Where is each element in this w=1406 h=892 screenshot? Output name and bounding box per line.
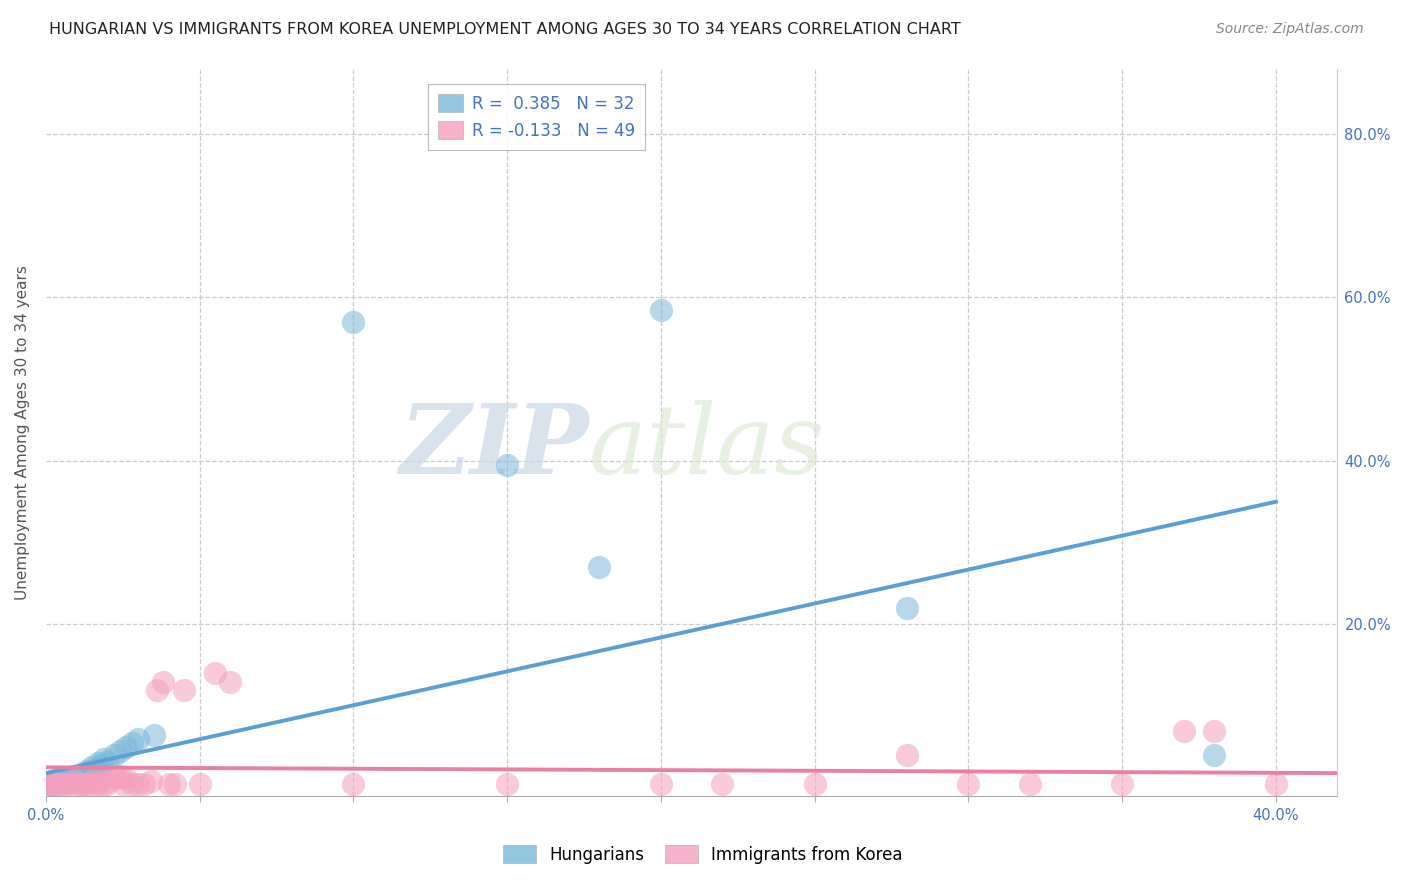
Point bbox=[650, 777, 672, 791]
Point bbox=[145, 682, 167, 697]
Text: HUNGARIAN VS IMMIGRANTS FROM KOREA UNEMPLOYMENT AMONG AGES 30 TO 34 YEARS CORREL: HUNGARIAN VS IMMIGRANTS FROM KOREA UNEMP… bbox=[49, 22, 960, 37]
Point bbox=[108, 744, 131, 758]
Point bbox=[803, 777, 825, 791]
Point bbox=[219, 674, 242, 689]
Point bbox=[711, 777, 734, 791]
Point bbox=[59, 777, 82, 791]
Point bbox=[59, 774, 82, 789]
Point bbox=[896, 601, 918, 615]
Point bbox=[121, 777, 143, 791]
Point bbox=[105, 771, 128, 785]
Point bbox=[103, 748, 125, 763]
Point bbox=[96, 777, 118, 791]
Point bbox=[51, 772, 73, 787]
Point bbox=[56, 777, 79, 791]
Point bbox=[38, 777, 60, 791]
Point bbox=[66, 777, 89, 791]
Point bbox=[75, 764, 97, 779]
Point bbox=[127, 777, 149, 791]
Point bbox=[41, 777, 63, 791]
Point bbox=[1173, 723, 1195, 738]
Point bbox=[93, 777, 115, 791]
Point bbox=[342, 777, 364, 791]
Point bbox=[1264, 777, 1286, 791]
Point bbox=[157, 777, 180, 791]
Point bbox=[82, 760, 104, 774]
Point bbox=[650, 302, 672, 317]
Point bbox=[173, 682, 195, 697]
Point bbox=[87, 777, 110, 791]
Point bbox=[62, 774, 84, 789]
Point bbox=[44, 777, 66, 791]
Point bbox=[1204, 748, 1226, 763]
Point bbox=[134, 777, 156, 791]
Point bbox=[204, 666, 226, 681]
Point bbox=[496, 777, 519, 791]
Point bbox=[342, 315, 364, 329]
Point bbox=[46, 777, 69, 791]
Point bbox=[139, 774, 162, 789]
Point bbox=[53, 772, 76, 787]
Point bbox=[127, 731, 149, 746]
Point bbox=[90, 774, 112, 789]
Point bbox=[588, 560, 610, 574]
Point bbox=[69, 771, 91, 785]
Point bbox=[87, 756, 110, 771]
Point bbox=[115, 739, 138, 754]
Point bbox=[90, 758, 112, 772]
Point bbox=[84, 763, 107, 777]
Point bbox=[41, 777, 63, 791]
Text: ZIP: ZIP bbox=[399, 400, 588, 494]
Point bbox=[75, 777, 97, 791]
Text: atlas: atlas bbox=[588, 400, 824, 494]
Point bbox=[1019, 777, 1042, 791]
Point bbox=[188, 777, 211, 791]
Point bbox=[111, 777, 134, 791]
Y-axis label: Unemployment Among Ages 30 to 34 years: Unemployment Among Ages 30 to 34 years bbox=[15, 265, 30, 599]
Point bbox=[152, 674, 174, 689]
Point bbox=[82, 774, 104, 789]
Point bbox=[96, 755, 118, 769]
Point bbox=[93, 752, 115, 766]
Point bbox=[53, 777, 76, 791]
Point bbox=[62, 772, 84, 787]
Point bbox=[72, 768, 94, 782]
Point bbox=[1111, 777, 1133, 791]
Point bbox=[896, 748, 918, 763]
Legend: R =  0.385   N = 32, R = -0.133   N = 49: R = 0.385 N = 32, R = -0.133 N = 49 bbox=[429, 84, 645, 150]
Point bbox=[66, 768, 89, 782]
Point bbox=[77, 766, 100, 780]
Point bbox=[84, 777, 107, 791]
Point bbox=[38, 777, 60, 791]
Point bbox=[165, 777, 187, 791]
Point bbox=[69, 777, 91, 791]
Point bbox=[46, 774, 69, 789]
Point bbox=[72, 777, 94, 791]
Point bbox=[957, 777, 980, 791]
Legend: Hungarians, Immigrants from Korea: Hungarians, Immigrants from Korea bbox=[496, 838, 910, 871]
Point bbox=[51, 777, 73, 791]
Point bbox=[1204, 723, 1226, 738]
Point bbox=[56, 771, 79, 785]
Point bbox=[142, 728, 165, 742]
Point bbox=[496, 458, 519, 472]
Point bbox=[44, 777, 66, 791]
Point bbox=[77, 777, 100, 791]
Point bbox=[121, 736, 143, 750]
Point bbox=[108, 768, 131, 782]
Point bbox=[115, 771, 138, 785]
Text: Source: ZipAtlas.com: Source: ZipAtlas.com bbox=[1216, 22, 1364, 37]
Point bbox=[103, 768, 125, 782]
